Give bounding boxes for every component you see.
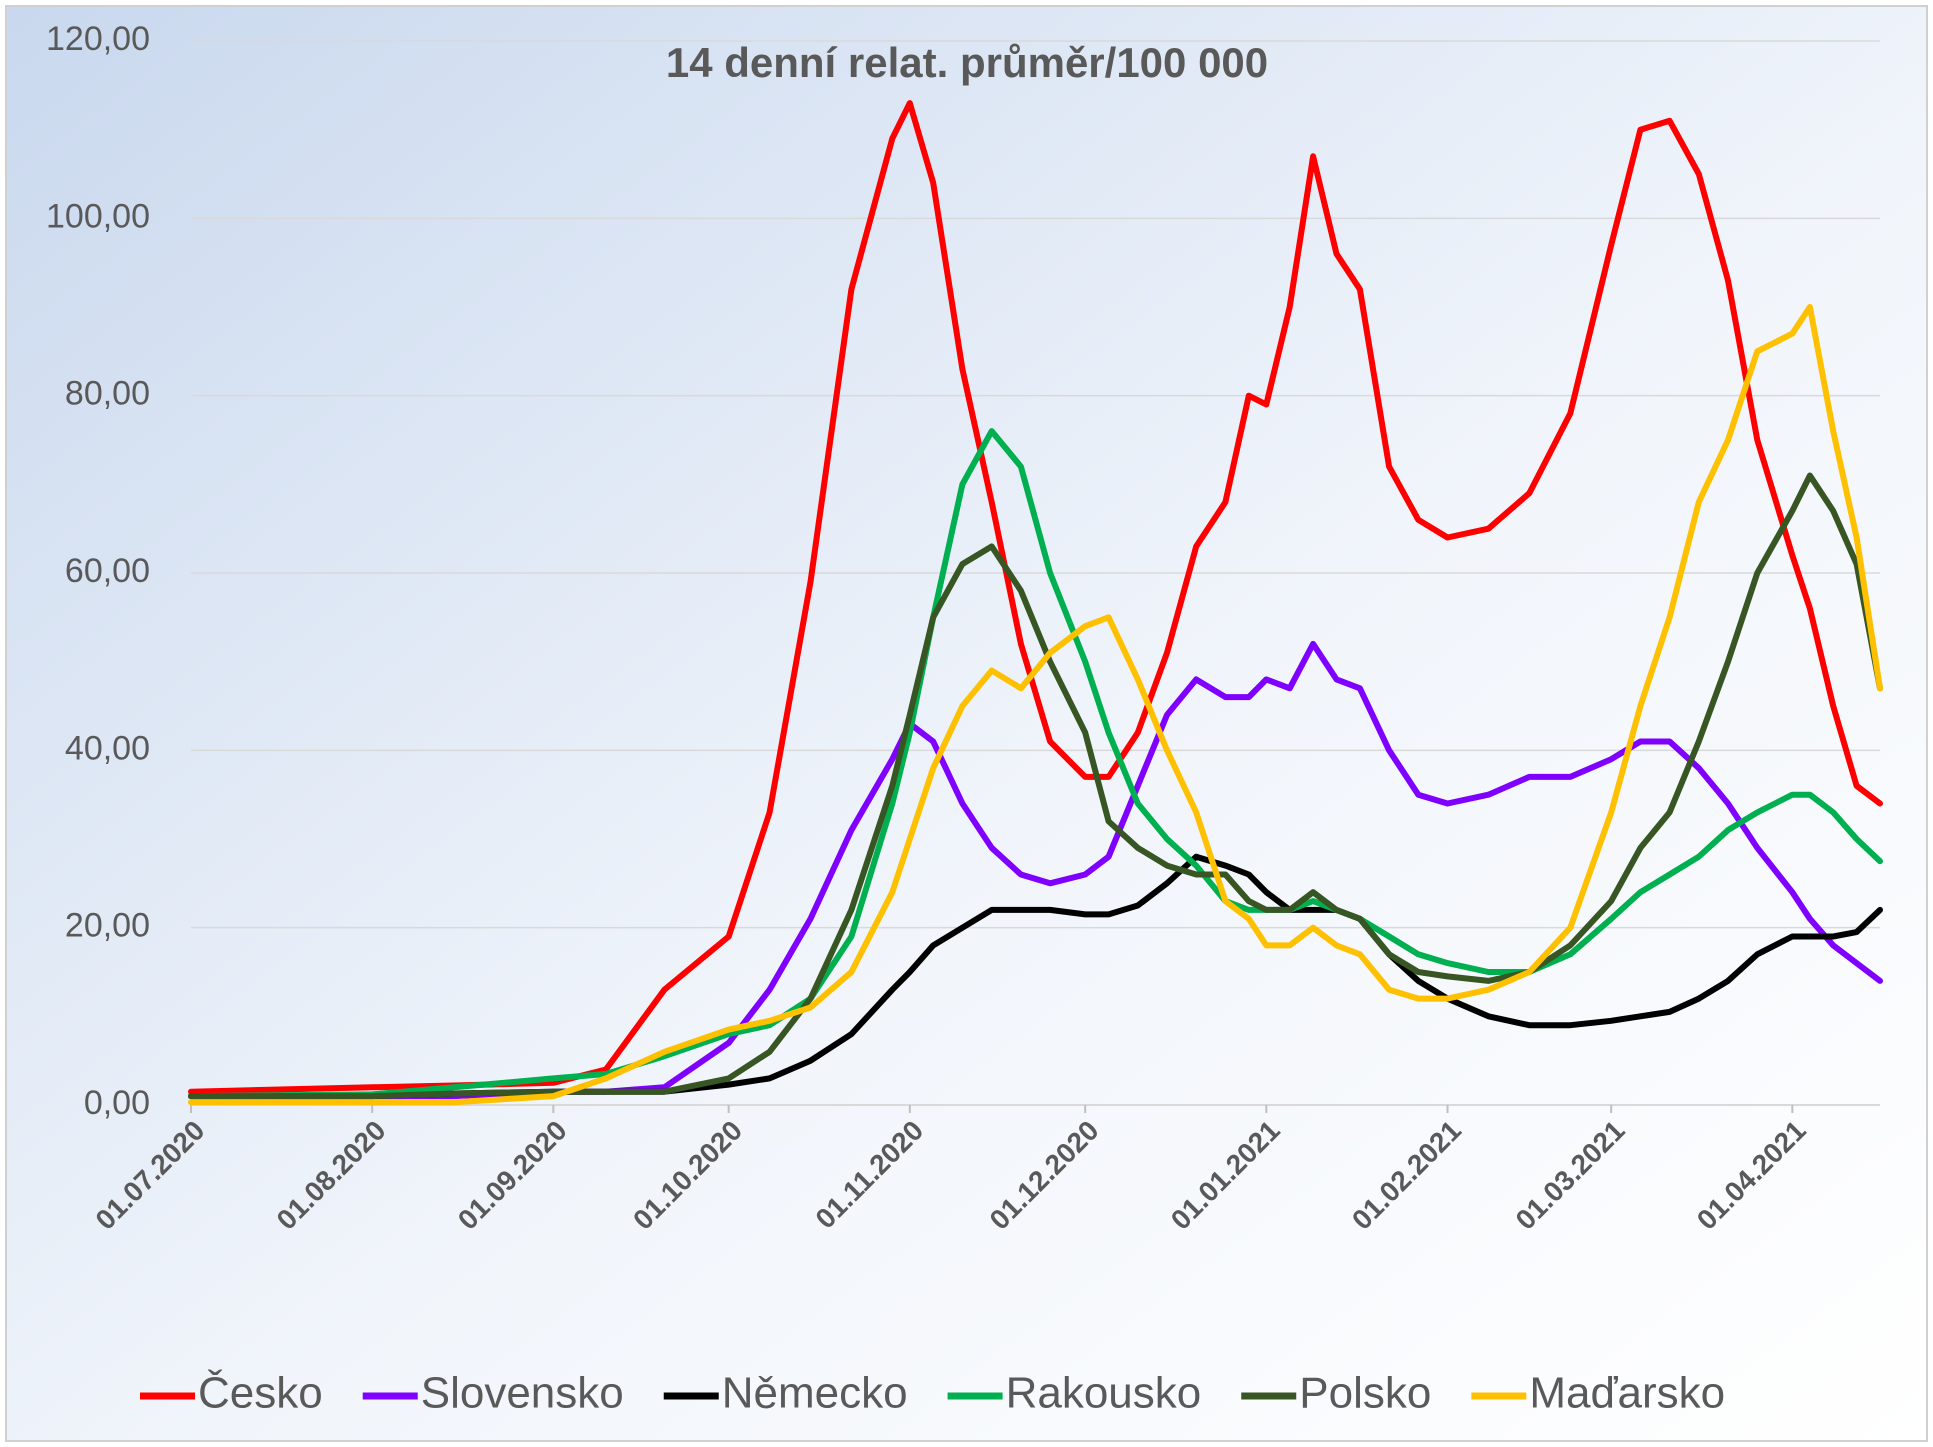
y-tick-label: 0,00 [84, 1084, 150, 1122]
y-tick-label: 100,00 [46, 197, 150, 235]
series-line [188, 853, 1883, 1100]
y-tick-label: 60,00 [65, 552, 150, 590]
y-tick-label: 20,00 [65, 907, 150, 945]
y-tick-label: 120,00 [46, 20, 150, 58]
legend-label: Polsko [1299, 1369, 1431, 1418]
series-line [188, 472, 1883, 1100]
chart-title: 14 denní relat. průměr/100 000 [666, 39, 1268, 86]
y-tick-label: 80,00 [65, 375, 150, 413]
y-tick-label: 40,00 [65, 729, 150, 767]
legend-label: Maďarsko [1529, 1369, 1725, 1418]
legend-label: Rakousko [1006, 1369, 1202, 1418]
series-line [188, 100, 1883, 1095]
series-line [188, 640, 1883, 1100]
legend-label: Německo [722, 1369, 908, 1418]
legend-label: Slovensko [421, 1369, 624, 1418]
series-line [188, 304, 1883, 1106]
legend-label: Česko [198, 1368, 323, 1418]
background [5, 5, 1928, 1442]
